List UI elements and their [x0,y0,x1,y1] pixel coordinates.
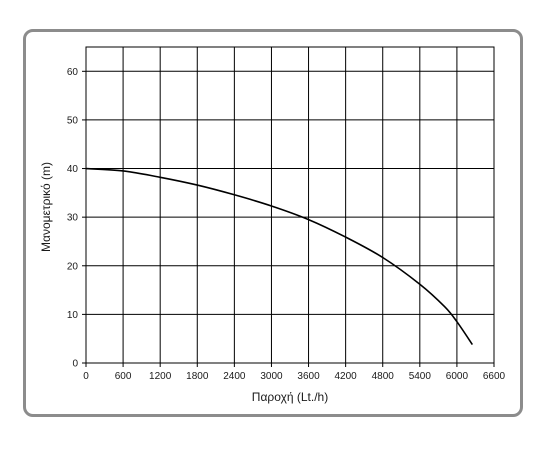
y-tick-label: 10 [67,310,79,321]
x-tick-label: 6000 [446,371,469,382]
axis-ticks: 0 600 1200 1800 2400 3000 3600 4200 4800 5400 6000… [67,67,506,382]
x-axis-title: Παροχή (Lt./h) [252,390,328,404]
x-tick-label: 4200 [335,371,358,382]
series-layer [85,167,474,345]
x-tick-label: 600 [115,371,132,382]
x-tick-label: 3000 [260,371,283,382]
chart-frame [23,29,523,417]
x-tick-label: 1200 [149,371,172,382]
y-tick-label: 50 [67,115,79,126]
plot-area-border [85,46,495,364]
x-tick-label: 1800 [186,371,209,382]
y-axis-title: Μανομετρικό (m) [39,162,53,252]
y-tick-label: 60 [67,67,79,78]
x-tick-label: 6600 [483,371,506,382]
y-tick-label: 0 [72,359,78,370]
y-tick-label: 40 [67,164,79,175]
grid [86,47,494,363]
pump-curve-line-0 [85,167,474,345]
x-tick-label: 3600 [297,371,320,382]
x-tick-label: 0 [83,371,89,382]
y-tick-label: 30 [67,213,79,224]
x-tick-label: 4800 [372,371,395,382]
x-tick-label: 5400 [409,371,432,382]
x-tick-label: 2400 [223,371,246,382]
y-tick-label: 20 [67,261,79,272]
